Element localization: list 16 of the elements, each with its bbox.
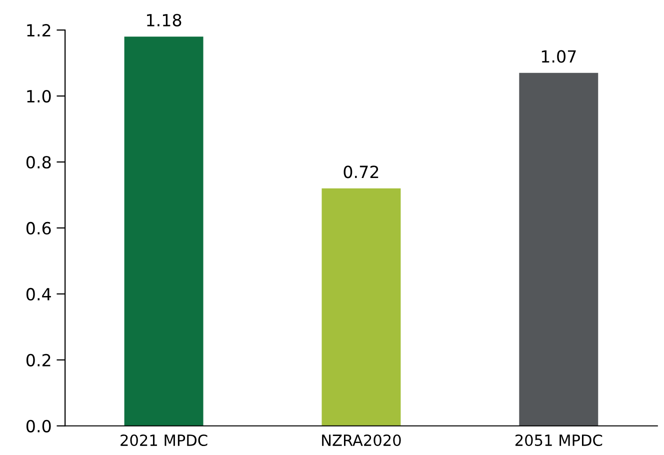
y-tick-label: 1.2 <box>27 24 50 36</box>
y-tick-label: 0.4 <box>26 288 51 300</box>
y-tick-label: 1.0 <box>27 90 51 103</box>
x-tick-label: NZRA2020 <box>322 434 401 446</box>
data-label: 1.07 <box>542 50 576 63</box>
x-tick-label: 2021 MPDC <box>120 434 208 446</box>
y-tick-label: 0.6 <box>26 222 51 235</box>
y-tick-label: 0.2 <box>26 354 50 366</box>
data-label: 1.18 <box>147 14 182 26</box>
y-tick-label: 0.8 <box>26 156 51 169</box>
bar <box>322 188 401 426</box>
bar <box>124 36 204 426</box>
x-tick-label: 2051 MPDC <box>515 434 602 446</box>
y-tick-label: 0.0 <box>26 420 51 432</box>
bar <box>519 72 598 426</box>
data-label: 0.72 <box>344 166 378 178</box>
